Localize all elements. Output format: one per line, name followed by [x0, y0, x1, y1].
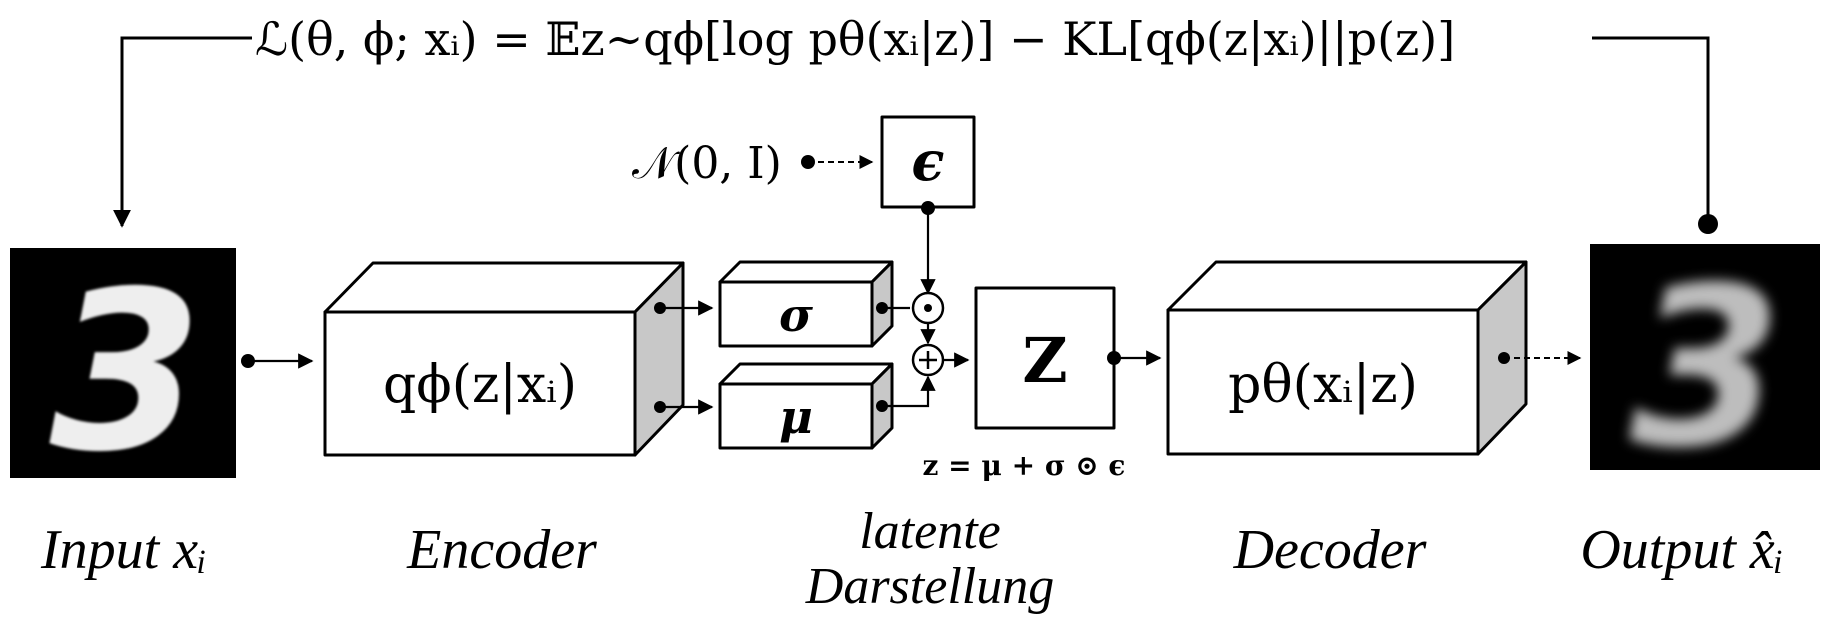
loss-right-connector — [1592, 36, 1710, 222]
output-digit: 3 — [1629, 240, 1782, 496]
multiply-operator — [911, 291, 945, 325]
mu-to-add-arrow — [882, 375, 936, 408]
input-image: 3 — [10, 244, 236, 500]
noise-source: 𝒩(0, I) — [632, 138, 782, 189]
label-encoder: Encoder — [406, 519, 597, 581]
z-symbol: Z — [1022, 324, 1067, 397]
reparam-formula: z = μ + σ ⊙ ϵ — [923, 449, 1126, 482]
decoder-box: pθ(xᵢ|z) — [1166, 260, 1528, 456]
label-output: Output x̂ᵢ — [1580, 519, 1783, 581]
label-input: Input xᵢ — [40, 519, 207, 581]
label-latent-line2: Darstellung — [805, 558, 1054, 615]
decoder-formula: pθ(xᵢ|z) — [1228, 355, 1418, 415]
mu-box: μ — [718, 362, 894, 450]
epsilon-symbol: ϵ — [912, 129, 945, 193]
loss-left-connector — [113, 36, 252, 228]
mu-symbol: μ — [779, 390, 813, 444]
sigma-box: σ — [718, 260, 894, 348]
loss-formula: ℒ(θ, ϕ; xᵢ) = 𝔼z∼qϕ[log pθ(xᵢ|z)] − KL[q… — [255, 12, 1455, 66]
output-image: 3 — [1590, 240, 1820, 496]
label-decoder: Decoder — [1233, 519, 1427, 581]
encoder-formula: qϕ(z|xᵢ) — [383, 355, 577, 415]
encoder-box: qϕ(z|xᵢ) — [323, 261, 685, 457]
add-operator — [911, 343, 945, 377]
z-box — [974, 286, 1116, 430]
label-latent-line1: latente — [859, 503, 1001, 560]
sigma-symbol: σ — [779, 288, 813, 342]
loss-right-dot — [1698, 214, 1718, 234]
input-digit: 3 — [49, 244, 202, 500]
